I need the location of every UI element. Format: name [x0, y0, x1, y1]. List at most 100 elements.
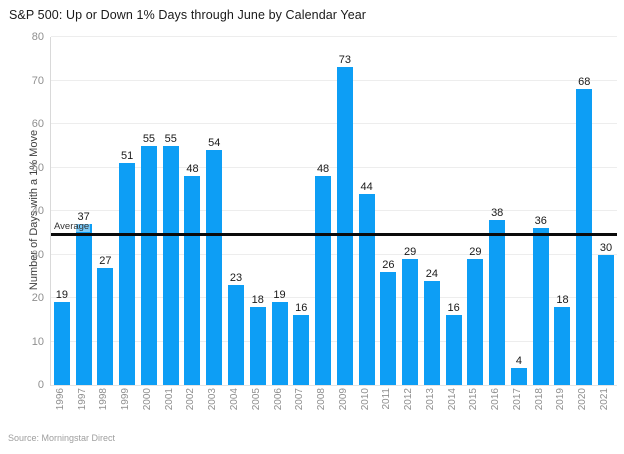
x-tick-label: 1996: [54, 388, 66, 411]
bar-value-label: 68: [578, 76, 591, 89]
bar-value-label: 27: [99, 254, 112, 267]
bar: [423, 280, 440, 385]
x-tick: 2014: [442, 388, 464, 424]
x-tick: 1996: [50, 388, 72, 424]
bar: [467, 258, 484, 385]
gridline: [51, 210, 617, 211]
bar-value-label: 36: [534, 215, 547, 228]
x-tick: 2009: [333, 388, 355, 424]
x-tick-label: 2010: [359, 388, 371, 411]
bar-column-2002: 48: [182, 37, 204, 385]
y-tick-label: 40: [31, 205, 44, 217]
bar-column-1998: 27: [95, 37, 117, 385]
x-tick-label: 2015: [468, 388, 480, 411]
bar-value-label: 19: [55, 289, 68, 302]
x-tick: 2006: [268, 388, 290, 424]
x-tick-label: 1997: [76, 388, 88, 411]
x-tick: 2015: [464, 388, 486, 424]
x-tick-label: 2019: [555, 388, 567, 411]
x-tick-label: 2011: [381, 388, 393, 410]
x-tick: 2021: [594, 388, 616, 424]
gridline: [51, 253, 617, 255]
plot-area: 19 37 27 51 55 55 48 54 23 18 19 16 48 73 44 26 29 24 16 29…: [50, 36, 617, 386]
bar-column-2016: 38: [486, 37, 508, 385]
bar: [554, 306, 571, 385]
bar-value-label: 18: [556, 293, 569, 306]
bar-column-2007: 16: [290, 37, 312, 385]
bar-column-2017: 4: [508, 37, 530, 385]
gridline: [51, 166, 617, 168]
x-tick: 2017: [507, 388, 529, 424]
bar-value-label: 38: [491, 206, 504, 219]
bar-value-label: 29: [404, 245, 417, 258]
bar-value-label: 37: [77, 211, 90, 224]
bar-value-label: 29: [469, 245, 482, 258]
x-tick: 2012: [398, 388, 420, 424]
gridline: [51, 36, 617, 37]
bar-column-2020: 68: [573, 37, 595, 385]
x-tick: 2010: [355, 388, 377, 424]
average-line-label: Average: [53, 220, 91, 232]
bar: [336, 67, 353, 385]
bar-value-label: 19: [273, 289, 286, 302]
bar: [489, 219, 506, 385]
x-tick: 1998: [94, 388, 116, 424]
bar: [576, 89, 593, 385]
bar-value-label: 51: [121, 150, 134, 163]
bar: [532, 228, 549, 385]
y-tick-label: 20: [31, 292, 44, 304]
gridline: [51, 297, 617, 298]
x-tick: 2019: [551, 388, 573, 424]
x-axis-labels: 1996 1997 1998 1999 2000 2001 2002 2003 2004 2005…: [50, 388, 616, 424]
bar-column-2015: 29: [465, 37, 487, 385]
x-tick: 2004: [224, 388, 246, 424]
x-tick: 2005: [246, 388, 268, 424]
x-tick: 2016: [485, 388, 507, 424]
bar-value-label: 18: [251, 293, 264, 306]
bar: [75, 224, 92, 385]
bar-column-2010: 44: [356, 37, 378, 385]
y-tick-label: 0: [37, 379, 44, 391]
bar-value-label: 48: [316, 163, 330, 176]
bar-column-2005: 18: [247, 37, 269, 385]
bar-value-label: 44: [360, 180, 373, 193]
x-tick: 2018: [529, 388, 551, 424]
bar-column-2003: 54: [203, 37, 225, 385]
bar: [271, 302, 288, 385]
bar-column-2008: 48: [312, 37, 334, 385]
x-tick-label: 2001: [163, 388, 175, 411]
bar-column-2021: 30: [595, 37, 617, 385]
bars-container: 19 37 27 51 55 55 48 54 23 18 19 16 48 73 44 26 29 24 16 29…: [51, 37, 617, 385]
x-tick-label: 2020: [577, 388, 589, 411]
y-tick-label: 80: [31, 31, 44, 43]
x-tick: 2001: [159, 388, 181, 424]
bar-column-2006: 19: [269, 37, 291, 385]
bar-column-1996: 19: [51, 37, 73, 385]
average-line: [51, 232, 617, 236]
x-tick: 1999: [115, 388, 137, 424]
bar: [315, 176, 332, 385]
bar: [358, 193, 375, 385]
bar: [119, 163, 136, 385]
bar-column-2013: 24: [421, 37, 443, 385]
bar-column-2011: 26: [377, 37, 399, 385]
bar-value-label: 16: [295, 302, 308, 315]
bar: [510, 367, 527, 385]
bar: [380, 271, 397, 385]
x-tick-label: 2003: [207, 388, 219, 411]
x-tick: 2011: [376, 388, 398, 424]
chart-title: S&P 500: Up or Down 1% Days through June…: [9, 8, 367, 22]
x-tick-label: 2016: [490, 388, 502, 411]
x-tick: 2002: [181, 388, 203, 424]
gridline: [51, 340, 617, 342]
x-tick: 2020: [572, 388, 594, 424]
bar: [140, 145, 157, 385]
x-tick: 2007: [289, 388, 311, 424]
bar-value-label: 26: [382, 258, 395, 271]
gridline: [51, 123, 617, 124]
source-note: Source: Morningstar Direct: [8, 433, 116, 443]
bar-value-label: 55: [164, 132, 177, 145]
bar-value-label: 48: [186, 163, 199, 176]
bar: [402, 258, 419, 385]
